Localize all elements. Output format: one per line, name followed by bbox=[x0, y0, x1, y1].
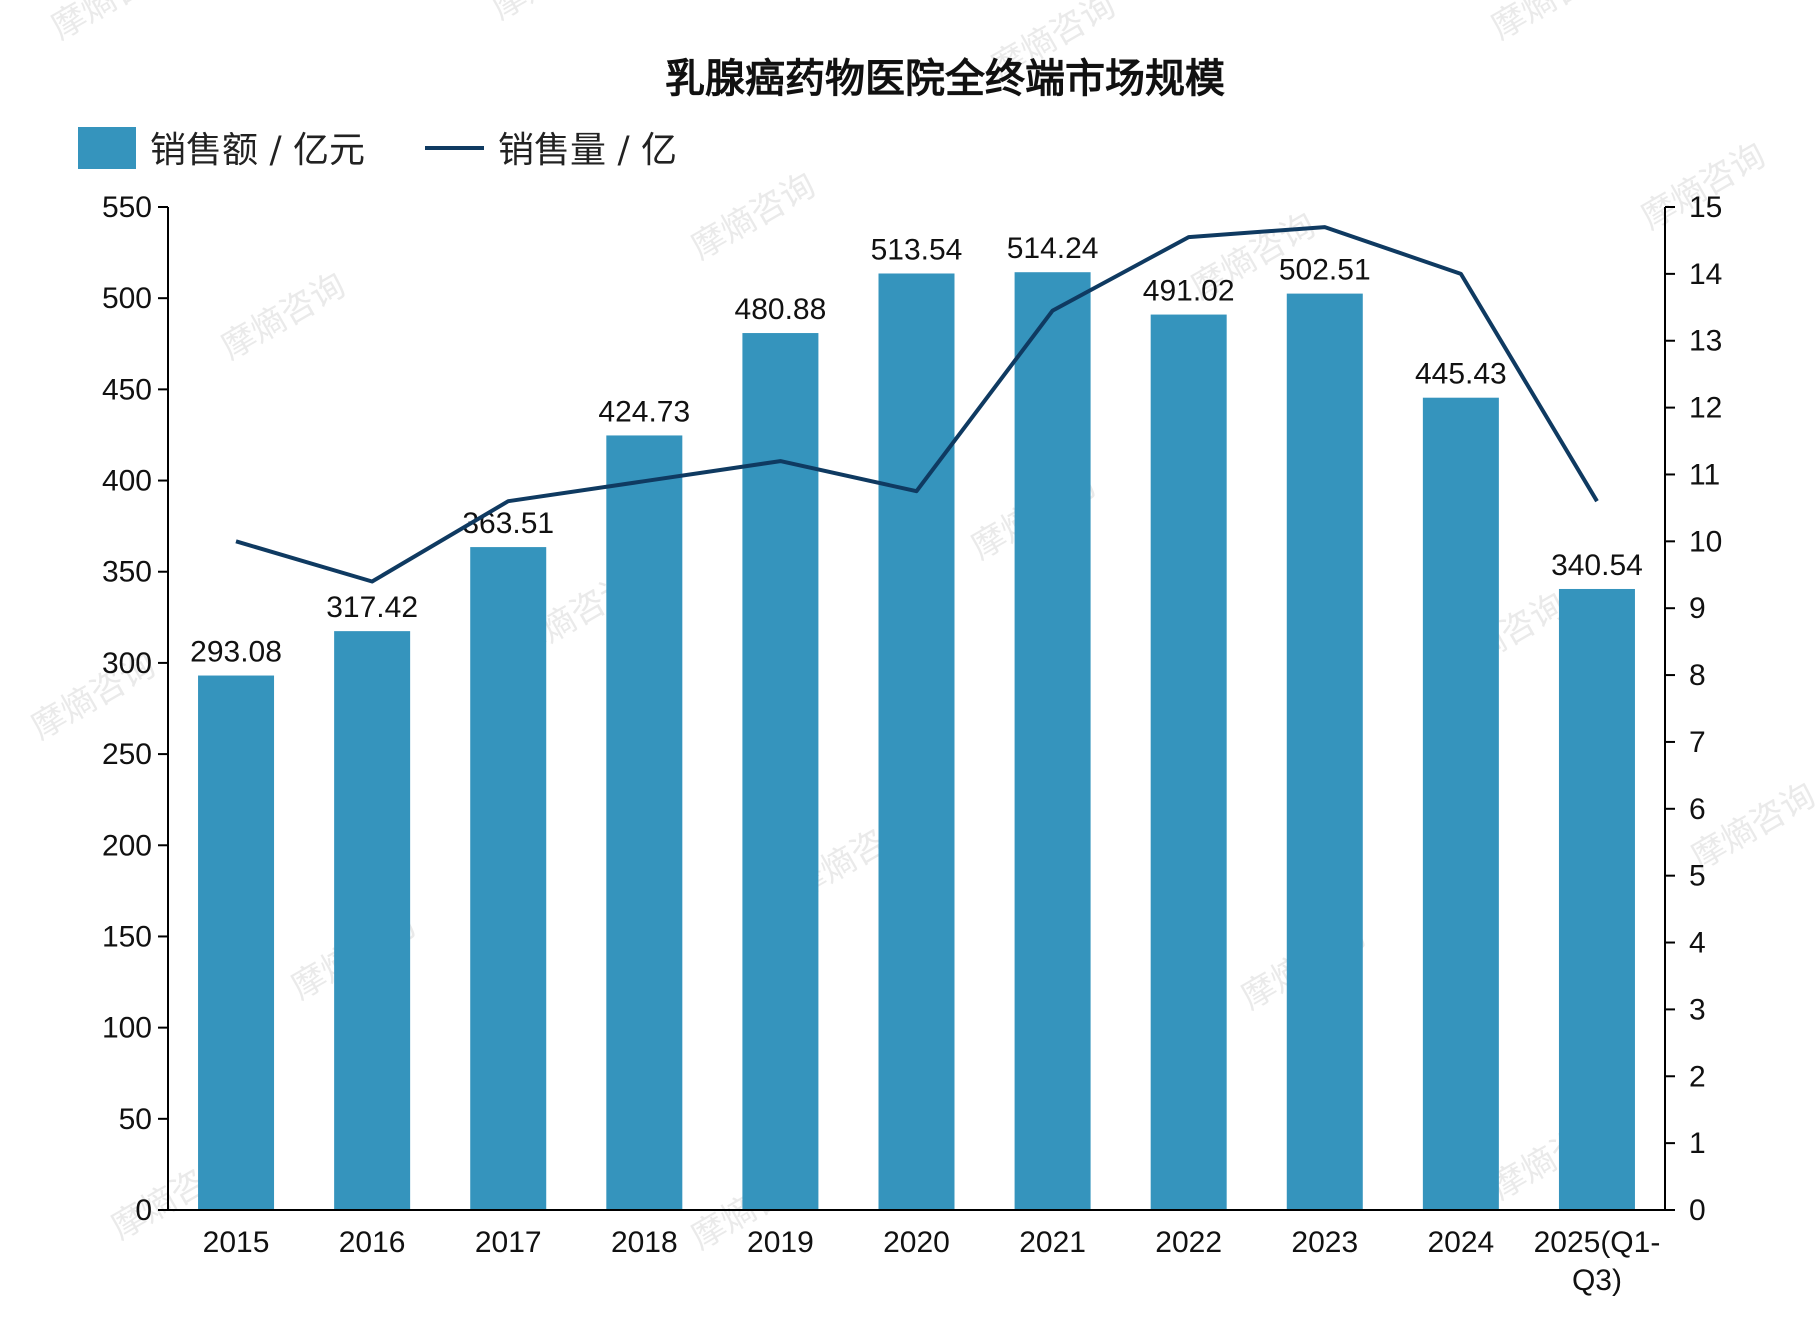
left-tick-label: 500 bbox=[102, 282, 152, 315]
x-tick-label: Q3) bbox=[1572, 1264, 1622, 1297]
x-axis-ticks: 2015 2016 2017 2018 2019 2020 2021 2022 2023 2024… bbox=[203, 1226, 1661, 1297]
x-tick-label: 2023 bbox=[1291, 1226, 1358, 1259]
right-tick-label: 9 bbox=[1689, 592, 1706, 625]
left-tick-label: 550 bbox=[102, 191, 152, 224]
left-axis-ticks: 0 50 100 150 200 250 300 350 400 450 500 550 bbox=[102, 191, 168, 1227]
watermark-text: 摩熵咨询 bbox=[485, 0, 623, 28]
watermark-text: 摩熵咨询 bbox=[45, 0, 183, 48]
right-tick-label: 8 bbox=[1689, 659, 1706, 692]
bar-value-label: 502.51 bbox=[1279, 254, 1371, 287]
right-tick-label: 13 bbox=[1689, 325, 1722, 358]
left-tick-label: 250 bbox=[102, 738, 152, 771]
bar-value-label: 293.08 bbox=[190, 636, 282, 669]
bar-value-label: 363.51 bbox=[462, 507, 554, 540]
right-tick-label: 0 bbox=[1689, 1194, 1706, 1227]
bar-2021 bbox=[1014, 272, 1091, 1210]
bar-2019 bbox=[742, 333, 819, 1210]
bar-2020 bbox=[878, 273, 955, 1211]
left-tick-label: 350 bbox=[102, 556, 152, 589]
bar-2018 bbox=[606, 435, 683, 1211]
bar-value-label: 340.54 bbox=[1551, 549, 1643, 582]
x-tick-label: 2016 bbox=[339, 1226, 406, 1259]
bar-value-label: 317.42 bbox=[326, 591, 418, 624]
x-tick-label: 2015 bbox=[203, 1226, 270, 1259]
left-tick-label: 0 bbox=[135, 1194, 152, 1227]
bar-2025(Q1-Q3) bbox=[1558, 588, 1635, 1210]
left-tick-label: 300 bbox=[102, 647, 152, 680]
right-tick-label: 4 bbox=[1689, 927, 1706, 960]
legend-line-label: 销售量 / 亿 bbox=[498, 130, 677, 171]
bar-value-labels: 293.08 317.42 363.51 424.73 480.88 513.54 514.… bbox=[190, 232, 1643, 668]
right-tick-label: 2 bbox=[1689, 1060, 1706, 1093]
bar-2024 bbox=[1422, 397, 1499, 1211]
right-tick-label: 11 bbox=[1689, 458, 1720, 491]
left-tick-label: 50 bbox=[119, 1103, 152, 1136]
bar-value-label: 514.24 bbox=[1007, 232, 1099, 265]
bar-value-label: 491.02 bbox=[1143, 275, 1235, 308]
watermark-text: 摩熵咨询 bbox=[215, 265, 353, 368]
x-tick-label: 2019 bbox=[747, 1226, 814, 1259]
right-tick-label: 12 bbox=[1689, 392, 1722, 425]
axes bbox=[167, 207, 1666, 1211]
legend-bar-swatch bbox=[78, 127, 136, 169]
bar-2023 bbox=[1286, 293, 1363, 1210]
bar-2017 bbox=[470, 547, 547, 1210]
legend: 销售额 / 亿元 销售量 / 亿 bbox=[78, 127, 677, 171]
chart-title: 乳腺癌药物医院全终端市场规模 bbox=[665, 55, 1225, 102]
right-tick-label: 15 bbox=[1689, 191, 1722, 224]
bar-series bbox=[198, 272, 1635, 1211]
bar-value-label: 424.73 bbox=[598, 395, 690, 428]
bar-2022 bbox=[1150, 314, 1227, 1210]
bar-2016 bbox=[334, 631, 411, 1210]
bar-value-label: 480.88 bbox=[735, 293, 827, 326]
watermark-text: 摩熵咨询 bbox=[1485, 0, 1623, 48]
bar-value-label: 513.54 bbox=[871, 233, 963, 266]
x-tick-label: 2020 bbox=[883, 1226, 950, 1259]
x-tick-label: 2025(Q1- bbox=[1534, 1226, 1661, 1259]
right-tick-label: 7 bbox=[1689, 726, 1706, 759]
left-tick-label: 450 bbox=[102, 373, 152, 406]
line-series bbox=[235, 225, 1599, 584]
x-tick-label: 2018 bbox=[611, 1226, 678, 1259]
right-tick-label: 14 bbox=[1689, 258, 1722, 291]
x-tick-label: 2017 bbox=[475, 1226, 542, 1259]
x-tick-label: 2024 bbox=[1427, 1226, 1494, 1259]
right-tick-label: 5 bbox=[1689, 860, 1706, 893]
legend-bar-label: 销售额 / 亿元 bbox=[150, 130, 365, 171]
left-tick-label: 200 bbox=[102, 829, 152, 862]
left-tick-label: 400 bbox=[102, 465, 152, 498]
bar-2015 bbox=[198, 675, 275, 1210]
right-tick-label: 3 bbox=[1689, 993, 1706, 1026]
watermark-text: 摩熵咨询 bbox=[685, 165, 823, 268]
x-tick-label: 2022 bbox=[1155, 1226, 1222, 1259]
x-tick-label: 2021 bbox=[1019, 1226, 1086, 1259]
bar-value-label: 445.43 bbox=[1415, 358, 1507, 391]
right-tick-label: 6 bbox=[1689, 793, 1706, 826]
right-tick-label: 10 bbox=[1689, 525, 1722, 558]
left-tick-label: 100 bbox=[102, 1012, 152, 1045]
left-tick-label: 150 bbox=[102, 920, 152, 953]
right-tick-label: 1 bbox=[1689, 1127, 1706, 1160]
